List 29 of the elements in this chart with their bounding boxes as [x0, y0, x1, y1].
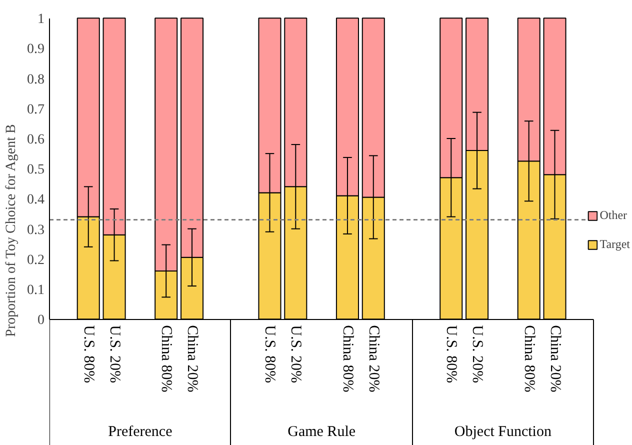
x-tick-label: China 80% — [158, 325, 174, 392]
x-tick-label: China 20% — [184, 325, 200, 392]
x-tick-label: China 80% — [520, 325, 537, 392]
y-tick-label: 0.1 — [27, 283, 44, 298]
y-tick-label: 0.6 — [27, 132, 44, 148]
text: Game Rule — [288, 424, 356, 440]
x-tick-label: China 20% — [546, 325, 563, 392]
text: Preference — [108, 424, 173, 440]
x-tick-label: U.S. 80% — [443, 325, 460, 384]
y-tick-label: 0 — [38, 313, 44, 328]
y-tick-label: 0.7 — [27, 102, 44, 118]
y-tick-label: 0.3 — [27, 222, 44, 238]
x-tick-label: China 80% — [339, 325, 356, 392]
legend-label: Target — [600, 236, 630, 252]
y-tick-label: 0.8 — [27, 72, 44, 88]
y-tick-label: 0.9 — [27, 42, 44, 58]
y-axis-title: Proportion of Toy Choice for Agent B — [4, 124, 19, 337]
x-tick-label: U.S. 20% — [469, 325, 486, 384]
legend-label: Other — [600, 208, 628, 222]
y-tick-label: 0.5 — [27, 162, 44, 178]
y-tick-label: 0.2 — [27, 252, 44, 268]
x-tick-label: China 20% — [365, 325, 382, 392]
x-tick-label: U.S. 80% — [80, 325, 96, 384]
y-tick-label: 1 — [38, 12, 44, 28]
x-tick-label: U.S. 20% — [288, 325, 304, 384]
x-tick-label: U.S. 80% — [262, 325, 278, 384]
y-tick-label: 0.4 — [27, 192, 44, 208]
x-tick-label: U.S. 20% — [106, 325, 122, 384]
text: Object Function — [454, 424, 552, 440]
